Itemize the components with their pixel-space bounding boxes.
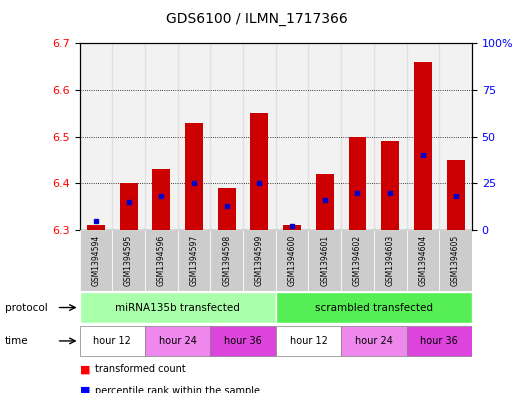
Bar xyxy=(439,230,472,291)
Bar xyxy=(341,43,374,230)
Bar xyxy=(210,326,275,356)
Bar xyxy=(275,292,472,323)
Text: GSM1394595: GSM1394595 xyxy=(124,235,133,286)
Bar xyxy=(250,113,268,230)
Bar xyxy=(341,326,406,356)
Bar xyxy=(210,43,243,230)
Text: hour 24: hour 24 xyxy=(159,336,196,346)
Bar xyxy=(80,230,112,291)
Bar xyxy=(381,141,399,230)
Text: scrambled transfected: scrambled transfected xyxy=(315,303,433,312)
Text: GSM1394601: GSM1394601 xyxy=(320,235,329,286)
Bar xyxy=(185,123,203,230)
Bar xyxy=(80,292,275,323)
Bar xyxy=(112,43,145,230)
Bar xyxy=(80,326,145,356)
Bar xyxy=(120,183,137,230)
Bar xyxy=(243,43,276,230)
Bar xyxy=(308,230,341,291)
Text: percentile rank within the sample: percentile rank within the sample xyxy=(95,386,260,393)
Bar xyxy=(406,230,439,291)
Text: miRNA135b transfected: miRNA135b transfected xyxy=(115,303,240,312)
Bar xyxy=(406,326,472,356)
Text: hour 36: hour 36 xyxy=(224,336,262,346)
Bar xyxy=(308,43,341,230)
Bar xyxy=(414,62,432,230)
Text: protocol: protocol xyxy=(5,303,48,312)
Bar xyxy=(283,225,301,230)
Bar xyxy=(447,160,465,230)
Text: GSM1394600: GSM1394600 xyxy=(288,235,297,286)
Bar xyxy=(275,43,308,230)
Text: time: time xyxy=(5,336,29,346)
Text: hour 24: hour 24 xyxy=(355,336,393,346)
Bar xyxy=(80,43,112,230)
Bar xyxy=(177,43,210,230)
Text: GSM1394605: GSM1394605 xyxy=(451,235,460,286)
Bar xyxy=(341,230,374,291)
Bar xyxy=(210,230,243,291)
Text: GSM1394602: GSM1394602 xyxy=(353,235,362,286)
Bar xyxy=(316,174,334,230)
Text: hour 12: hour 12 xyxy=(93,336,131,346)
Text: GDS6100 / ILMN_1717366: GDS6100 / ILMN_1717366 xyxy=(166,11,347,26)
Bar xyxy=(145,230,177,291)
Text: GSM1394594: GSM1394594 xyxy=(91,235,101,286)
Bar xyxy=(177,230,210,291)
Bar xyxy=(112,230,145,291)
Bar xyxy=(439,43,472,230)
Text: ■: ■ xyxy=(80,386,90,393)
Text: GSM1394596: GSM1394596 xyxy=(157,235,166,286)
Text: ■: ■ xyxy=(80,364,90,375)
Bar xyxy=(374,230,406,291)
Bar xyxy=(275,326,341,356)
Bar xyxy=(275,230,308,291)
Bar xyxy=(87,225,105,230)
Bar xyxy=(374,43,406,230)
Bar xyxy=(145,43,177,230)
Text: GSM1394599: GSM1394599 xyxy=(255,235,264,286)
Text: hour 12: hour 12 xyxy=(289,336,327,346)
Bar xyxy=(348,136,366,230)
Text: GSM1394604: GSM1394604 xyxy=(419,235,427,286)
Bar xyxy=(145,326,210,356)
Bar xyxy=(406,43,439,230)
Text: GSM1394598: GSM1394598 xyxy=(222,235,231,286)
Text: transformed count: transformed count xyxy=(95,364,186,375)
Bar xyxy=(152,169,170,230)
Bar xyxy=(218,188,235,230)
Text: hour 36: hour 36 xyxy=(420,336,458,346)
Text: GSM1394603: GSM1394603 xyxy=(386,235,394,286)
Text: GSM1394597: GSM1394597 xyxy=(189,235,199,286)
Bar xyxy=(243,230,276,291)
